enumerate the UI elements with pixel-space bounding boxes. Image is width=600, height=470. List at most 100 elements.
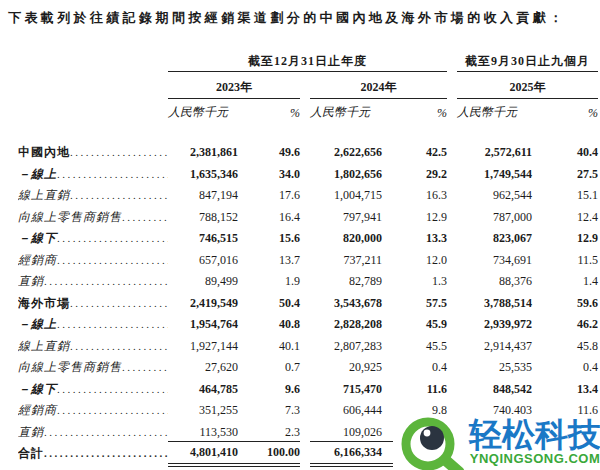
value-cell: 657,016: [168, 253, 238, 268]
percent-cell: 9.6: [238, 382, 300, 397]
value-cell: 88,376: [457, 274, 532, 289]
table-row: 線上直銷1,927,14440.12,807,28345.52,914,4374…: [18, 336, 598, 358]
value-cell: 715,470: [310, 382, 382, 397]
watermark-eye-logo-icon: [395, 414, 467, 470]
dot-leader: [57, 253, 168, 268]
dot-leader: [70, 145, 168, 160]
row-label: 向線上零售商銷售: [18, 359, 168, 376]
header-spacer: [18, 50, 168, 72]
percent-cell: 0.7: [238, 360, 300, 375]
unit-label: 人民幣千元: [457, 104, 517, 121]
value-cell: 109,026: [310, 425, 382, 440]
value-cell: 1,927,144: [168, 339, 238, 354]
watermark: 轻松科技 YNQINGSONG.COM: [393, 414, 600, 470]
header-body-spacer: [18, 122, 598, 142]
dot-leader: [57, 382, 168, 397]
percent-cell: 46.2: [532, 317, 598, 332]
table-row: －線上1,635,34634.01,802,65629.21,749,54427…: [18, 164, 598, 186]
percent-cell: 1.4: [532, 274, 598, 289]
table-row: 直銷89,4991.982,7891.388,3761.4: [18, 271, 598, 293]
percent-label: %: [437, 106, 447, 121]
period-header-row: 截至12月31日止年度 截至9月30日止九個月: [18, 50, 598, 72]
percent-cell: 42.5: [382, 145, 447, 160]
table-row: 經銷商657,01613.7737,21112.0734,69111.5: [18, 250, 598, 272]
dot-leader: [57, 403, 168, 418]
value-cell: 1,635,346: [168, 167, 238, 182]
row-label: －線下: [18, 230, 168, 247]
value-cell: 113,530: [168, 425, 238, 440]
percent-cell: 1.9: [238, 274, 300, 289]
value-cell: 1,749,544: [457, 167, 532, 182]
row-label-text: 經銷商: [18, 252, 57, 269]
value-cell: 3,543,678: [310, 296, 382, 311]
percent-cell: 40.1: [238, 339, 300, 354]
percent-label: %: [290, 106, 300, 121]
dot-leader: [70, 296, 168, 311]
value-cell: 1,954,764: [168, 317, 238, 332]
percent-cell: 49.6: [238, 145, 300, 160]
unit-header-2025: 人民幣千元 %: [457, 99, 598, 122]
percent-cell: 16.3: [382, 188, 447, 203]
percent-cell: 40.8: [238, 317, 300, 332]
value-cell: 2,939,972: [457, 317, 532, 332]
value-cell: 2,381,861: [168, 145, 238, 160]
dot-leader: [44, 446, 168, 461]
value-cell: 2,419,549: [168, 296, 238, 311]
percent-cell: 17.6: [238, 188, 300, 203]
value-cell: 734,691: [457, 253, 532, 268]
percent-cell: 2.3: [238, 425, 300, 440]
value-cell: 823,067: [457, 231, 532, 246]
value-cell: 820,000: [310, 231, 382, 246]
row-label-text: －線上: [18, 166, 57, 183]
row-label: 經銷商: [18, 252, 168, 269]
row-label-text: 中國內地: [18, 144, 70, 161]
table-row: 向線上零售商銷售27,6200.720,9250.425,5350.4: [18, 357, 598, 379]
table-row: －線上1,954,76440.82,828,20845.92,939,97246…: [18, 314, 598, 336]
row-label: 合計: [18, 445, 168, 462]
row-label-text: －線下: [18, 230, 57, 247]
percent-cell: 13.3: [382, 231, 447, 246]
column-gap: [447, 50, 457, 72]
unit-header-row: 人民幣千元 % 人民幣千元 % 人民幣千元 %: [18, 99, 598, 122]
value-cell: 25,535: [457, 360, 532, 375]
row-label-text: 直銷: [18, 424, 44, 441]
value-cell: 2,914,437: [457, 339, 532, 354]
value-cell: 89,499: [168, 274, 238, 289]
row-label: 經銷商: [18, 402, 168, 419]
percent-cell: 15.1: [532, 188, 598, 203]
watermark-domain: YNQINGSONG.COM: [469, 452, 600, 466]
table-row: －線下464,7859.6715,47011.6848,54213.4: [18, 379, 598, 401]
row-label-text: －線下: [18, 381, 57, 398]
value-cell: 82,789: [310, 274, 382, 289]
value-cell: 3,788,514: [457, 296, 532, 311]
percent-cell: 100.00: [238, 441, 300, 467]
row-label: －線上: [18, 166, 168, 183]
value-cell: 606,444: [310, 403, 382, 418]
value-cell: 20,925: [310, 360, 382, 375]
value-cell: 847,194: [168, 188, 238, 203]
row-label: 海外市場: [18, 295, 168, 312]
percent-cell: 27.5: [532, 167, 598, 182]
percent-cell: 7.3: [238, 403, 300, 418]
table-caption: 下表載列於往績記錄期間按經銷渠道劃分的中國內地及海外市場的收入貢獻：: [8, 9, 566, 27]
row-label: 線上直銷: [18, 187, 168, 204]
header-spacer: [18, 99, 168, 122]
value-cell: 2,572,611: [457, 145, 532, 160]
value-cell: 1,802,656: [310, 167, 382, 182]
percent-cell: 12.0: [382, 253, 447, 268]
table-row: 向線上零售商銷售788,15216.4797,94112.9787,00012.…: [18, 207, 598, 229]
table-row: 中國內地2,381,86149.62,622,65642.52,572,6114…: [18, 142, 598, 164]
row-label: 線上直銷: [18, 338, 168, 355]
dot-leader: [57, 167, 168, 182]
value-cell: 464,785: [168, 382, 238, 397]
percent-cell: 57.5: [382, 296, 447, 311]
document-page: 下表載列於往績記錄期間按經銷渠道劃分的中國內地及海外市場的收入貢獻： 截至12月…: [0, 0, 600, 470]
value-cell: 2,828,208: [310, 317, 382, 332]
dot-leader: [122, 210, 168, 225]
year-header-2025: 2025年: [457, 72, 598, 99]
unit-header-2024: 人民幣千元 %: [310, 99, 447, 122]
percent-cell: 1.3: [382, 274, 447, 289]
period-header-nine-months: 截至9月30日止九個月: [457, 50, 598, 72]
value-cell: 788,152: [168, 210, 238, 225]
percent-cell: 45.9: [382, 317, 447, 332]
